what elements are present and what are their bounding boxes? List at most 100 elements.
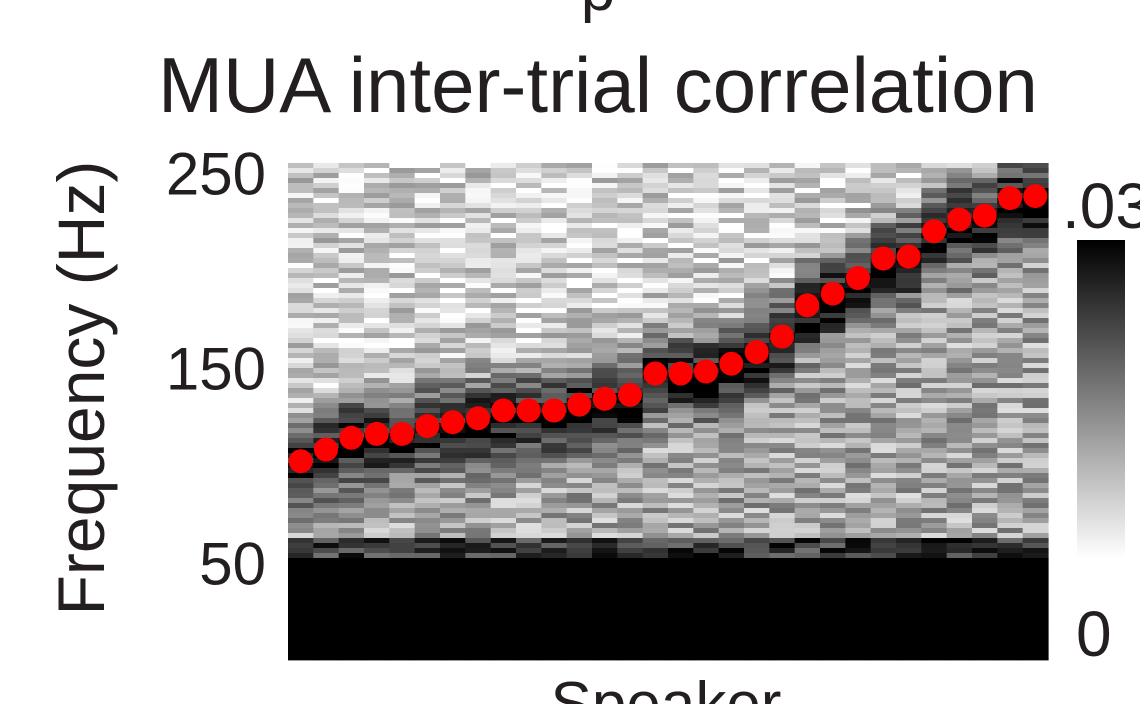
heatmap-cell bbox=[997, 383, 1024, 389]
heatmap-cell bbox=[744, 188, 770, 194]
heatmap-cell bbox=[592, 203, 618, 209]
heatmap-cell bbox=[693, 173, 720, 179]
heatmap-cell bbox=[693, 308, 720, 314]
heatmap-cell bbox=[718, 253, 745, 259]
heatmap-cell bbox=[718, 293, 745, 299]
heatmap-cell bbox=[541, 478, 568, 484]
heatmap-cell bbox=[744, 633, 770, 639]
heatmap-cell bbox=[718, 483, 745, 489]
heatmap-cell bbox=[1022, 363, 1049, 369]
heatmap-cell bbox=[490, 258, 517, 264]
heatmap-cell bbox=[1022, 508, 1049, 514]
heatmap-cell bbox=[896, 458, 922, 464]
heatmap-cell bbox=[389, 608, 416, 614]
best-frequency-marker bbox=[288, 449, 313, 474]
heatmap-cell bbox=[769, 288, 796, 294]
heatmap-cell bbox=[364, 543, 390, 549]
heatmap-cell bbox=[541, 368, 568, 374]
heatmap-cell bbox=[972, 648, 998, 654]
heatmap-cell bbox=[338, 173, 365, 179]
heatmap-cell bbox=[313, 538, 340, 544]
heatmap-cell bbox=[718, 538, 745, 544]
heatmap-cell bbox=[617, 183, 644, 189]
heatmap-cell bbox=[946, 453, 973, 459]
heatmap-cell bbox=[389, 633, 416, 639]
heatmap-cell bbox=[896, 628, 922, 634]
heatmap-cell bbox=[364, 338, 390, 344]
heatmap-cell bbox=[693, 278, 720, 284]
heatmap-cell bbox=[668, 328, 694, 334]
heatmap-cell bbox=[744, 273, 770, 279]
heatmap-cell bbox=[389, 528, 416, 534]
heatmap-cell bbox=[440, 178, 466, 184]
heatmap-cell bbox=[414, 448, 441, 454]
heatmap-cell bbox=[668, 218, 694, 224]
heatmap-cell bbox=[288, 643, 314, 649]
heatmap-cell bbox=[870, 433, 897, 439]
heatmap-cell bbox=[465, 438, 492, 444]
heatmap-cell bbox=[338, 548, 365, 554]
heatmap-cell bbox=[1022, 333, 1049, 339]
heatmap-cell bbox=[313, 273, 340, 279]
heatmap-cell bbox=[389, 303, 416, 309]
heatmap-cell bbox=[693, 603, 720, 609]
heatmap-cell bbox=[516, 218, 542, 224]
heatmap-cell bbox=[516, 338, 542, 344]
heatmap-cell bbox=[845, 498, 872, 504]
heatmap-cell bbox=[769, 293, 796, 299]
heatmap-cell bbox=[820, 633, 846, 639]
heatmap-cell bbox=[744, 403, 770, 409]
heatmap-cell bbox=[870, 313, 897, 319]
best-frequency-marker bbox=[744, 340, 769, 365]
heatmap-cell bbox=[617, 368, 644, 374]
heatmap-cell bbox=[566, 458, 593, 464]
heatmap-cell bbox=[1022, 518, 1049, 524]
heatmap-cell bbox=[364, 463, 390, 469]
heatmap-cell bbox=[972, 358, 998, 364]
heatmap-cell bbox=[769, 308, 796, 314]
heatmap-cell bbox=[592, 548, 618, 554]
heatmap-cell bbox=[313, 583, 340, 589]
heatmap-cell bbox=[972, 428, 998, 434]
heatmap-cell bbox=[972, 288, 998, 294]
heatmap-cell bbox=[288, 213, 314, 219]
heatmap-cell bbox=[718, 518, 745, 524]
heatmap-cell bbox=[592, 213, 618, 219]
heatmap-cell bbox=[1022, 478, 1049, 484]
heatmap-cell bbox=[465, 353, 492, 359]
heatmap-cell bbox=[693, 568, 720, 574]
heatmap-cell bbox=[718, 193, 745, 199]
heatmap-cell bbox=[693, 218, 720, 224]
heatmap-cell bbox=[972, 588, 998, 594]
heatmap-cell bbox=[668, 253, 694, 259]
heatmap-cell bbox=[870, 303, 897, 309]
heatmap-cell bbox=[820, 233, 846, 239]
heatmap-cell bbox=[896, 173, 922, 179]
heatmap-cell bbox=[744, 528, 770, 534]
heatmap-cell bbox=[769, 518, 796, 524]
heatmap-cell bbox=[642, 218, 669, 224]
heatmap-cell bbox=[313, 508, 340, 514]
heatmap-cell bbox=[794, 483, 821, 489]
heatmap-cell bbox=[592, 198, 618, 204]
heatmap-cell bbox=[465, 288, 492, 294]
heatmap-cell bbox=[414, 653, 441, 659]
heatmap-cell bbox=[516, 183, 542, 189]
heatmap-cell bbox=[693, 403, 720, 409]
heatmap-cell bbox=[617, 343, 644, 349]
heatmap-cell bbox=[820, 648, 846, 654]
heatmap-cell bbox=[617, 258, 644, 264]
heatmap-cell bbox=[490, 303, 517, 309]
heatmap-cell bbox=[288, 498, 314, 504]
heatmap-cell bbox=[794, 353, 821, 359]
heatmap-cell bbox=[870, 458, 897, 464]
heatmap-cell bbox=[769, 578, 796, 584]
heatmap-cell bbox=[414, 528, 441, 534]
heatmap-cell bbox=[414, 358, 441, 364]
heatmap-cell bbox=[566, 608, 593, 614]
heatmap-cell bbox=[414, 278, 441, 284]
heatmap-cell bbox=[845, 428, 872, 434]
heatmap-cell bbox=[997, 533, 1024, 539]
heatmap-cell bbox=[440, 253, 466, 259]
heatmap-cell bbox=[997, 428, 1024, 434]
